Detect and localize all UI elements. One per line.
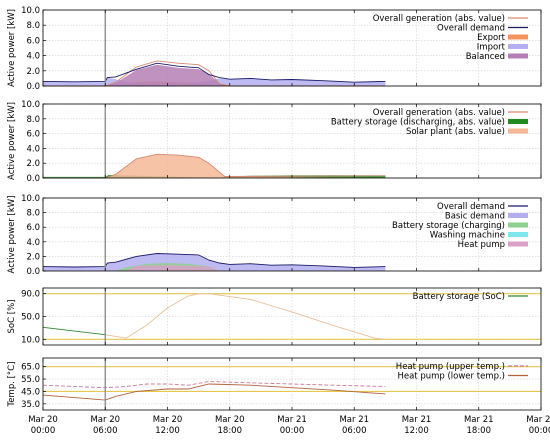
legend-label: Battery storage (charging) — [392, 221, 505, 231]
legend-label: Washing machine — [430, 231, 505, 241]
x-tick-date-label: Mar 20 — [215, 415, 245, 425]
series-line — [42, 253, 386, 268]
x-tick-time-label: 00:00 — [529, 426, 550, 436]
series-fill — [43, 253, 386, 271]
x-tick-date-label: Mar 22 — [526, 415, 550, 425]
y-tick-label: 0.0 — [26, 174, 40, 184]
series-fill — [43, 263, 386, 271]
y-tick-label: 2.0 — [26, 159, 40, 169]
x-tick-time-label: 18:00 — [467, 426, 492, 436]
y-axis-label: Active power [kW] — [7, 102, 17, 180]
y-axis-label: SoC [%] — [7, 300, 17, 334]
y-tick-label: 35.0 — [21, 400, 40, 410]
series-line — [42, 62, 386, 83]
legend-label: Heat pump (upper temp.) — [396, 362, 505, 372]
y-tick-label: 45.0 — [21, 387, 40, 397]
series-line — [42, 383, 386, 401]
y-tick-label: 6.0 — [26, 36, 40, 46]
x-tick-date-label: Mar 21 — [277, 415, 307, 425]
y-tick-label: 2.0 — [26, 252, 40, 262]
legend-label: Heat pump — [458, 240, 505, 250]
legend-label: Export — [477, 33, 505, 43]
y-tick-label: 55.0 — [21, 375, 40, 385]
panel-1: 0.0 2.0 4.0 6.0 8.0 10.0 Active power [kW] Over… — [7, 6, 542, 92]
legend-label: Import — [477, 43, 506, 53]
legend-swatch — [508, 232, 528, 237]
series-fill — [43, 154, 386, 178]
series-line — [42, 326, 106, 336]
panel-4: 10.0 50.0 90.0 SoC [%] Battery storage (SoC) — [7, 287, 542, 346]
legend-swatch — [508, 119, 528, 124]
panel-3: 0.0 2.0 4.0 6.0 8.0 10.0 Active power [kW] Over… — [7, 194, 542, 277]
y-tick-label: 10.0 — [21, 335, 40, 345]
y-tick-label: 90.0 — [21, 290, 40, 300]
legend-label: Overall demand — [437, 24, 505, 34]
y-tick-label: 0.0 — [26, 267, 40, 277]
y-axis-label: Active power [kW] — [7, 9, 17, 87]
panel-5: 35.0 45.0 55.0 65.0 Temp. [°C] Heat pump (upp… — [7, 357, 542, 411]
x-tick-time-label: 18:00 — [218, 426, 243, 436]
series-line — [105, 293, 386, 340]
y-tick-label: 10.0 — [21, 6, 40, 16]
legend-label: Solar plant (abs. value) — [406, 127, 505, 137]
y-tick-label: 8.0 — [26, 21, 40, 31]
legend-label: Heat pump (lower temp.) — [397, 372, 505, 382]
y-tick-label: 10.0 — [21, 194, 40, 204]
x-tick-time-label: 00:00 — [31, 426, 56, 436]
y-tick-label: 4.0 — [26, 52, 40, 62]
x-tick-time-label: 06:00 — [342, 426, 367, 436]
legend-label: Overall generation (abs. value) — [373, 14, 505, 24]
series-line — [42, 381, 386, 389]
x-tick-time-label: 12:00 — [155, 426, 180, 436]
series-line — [43, 153, 386, 179]
legend-swatch — [508, 44, 528, 49]
x-tick-date-label: Mar 21 — [464, 415, 494, 425]
series-fill — [43, 64, 386, 86]
legend-label: Battery storage (discharging, abs. value… — [331, 118, 505, 128]
x-tick-time-label: 06:00 — [93, 426, 118, 436]
x-tick-date-label: Mar 20 — [90, 415, 120, 425]
legend-label: Overall generation (abs. value) — [373, 108, 505, 118]
legend-label: Battery storage (SoC) — [413, 292, 505, 302]
legend-label: Basic demand — [445, 212, 505, 222]
y-tick-label: 4.0 — [26, 144, 40, 154]
legend-swatch — [508, 128, 528, 134]
y-tick-label: 50.0 — [21, 313, 40, 323]
legend-swatch — [508, 34, 528, 40]
y-axis-label: Active power [kW] — [7, 196, 17, 274]
y-axis-label: Temp. [°C] — [7, 362, 17, 408]
y-tick-label: 65.0 — [21, 363, 40, 373]
x-tick-time-label: 00:00 — [280, 426, 305, 436]
x-tick-date-label: Mar 21 — [402, 415, 432, 425]
y-tick-label: 8.0 — [26, 115, 40, 125]
legend-swatch — [508, 213, 528, 218]
x-tick-date-label: Mar 21 — [339, 415, 369, 425]
y-tick-label: 0.0 — [26, 82, 40, 92]
legend-swatch — [508, 241, 528, 247]
y-tick-label: 6.0 — [26, 223, 40, 233]
panel-2: 0.0 2.0 4.0 6.0 8.0 10.0 Active power [kW] Over… — [7, 100, 542, 184]
x-tick-date-label: Mar 20 — [153, 415, 183, 425]
x-tick-date-label: Mar 20 — [28, 415, 58, 425]
y-tick-label: 8.0 — [26, 209, 40, 219]
y-tick-label: 10.0 — [21, 100, 40, 110]
legend-label: Overall demand — [437, 202, 505, 212]
y-tick-label: 2.0 — [26, 67, 40, 77]
legend-label: Balanced — [466, 52, 505, 62]
x-tick-time-label: 12:00 — [404, 426, 429, 436]
legend-swatch — [508, 222, 528, 228]
legend-swatch — [508, 53, 528, 59]
series-fill — [43, 265, 386, 271]
y-tick-label: 6.0 — [26, 130, 40, 140]
y-tick-label: 4.0 — [26, 238, 40, 248]
